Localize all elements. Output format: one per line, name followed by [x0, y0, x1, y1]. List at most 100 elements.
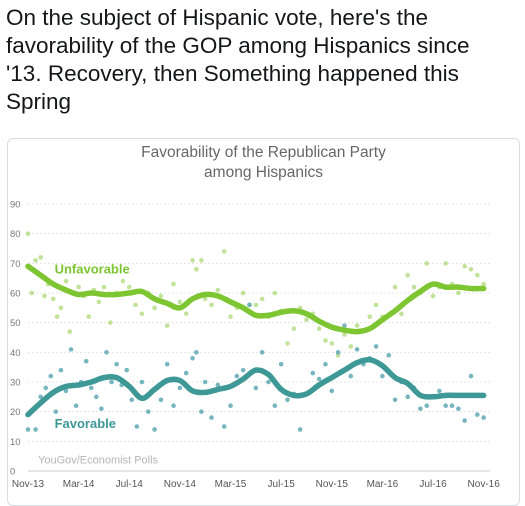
data-point — [380, 373, 385, 379]
data-point — [240, 290, 246, 296]
x-tick-label: Mar-15 — [215, 479, 247, 490]
chart-plot: 0 10 20 30 40 50 60 70 80 90 Nov-13 Mar-14 Jul-14 Nov… — [10, 200, 500, 491]
data-point — [367, 314, 373, 320]
y-tick-label: 90 — [10, 200, 21, 211]
data-point — [449, 403, 455, 409]
data-point — [221, 249, 227, 254]
data-point — [68, 347, 74, 352]
data-point — [221, 424, 227, 429]
data-point — [430, 293, 436, 299]
chart-image[interactable]: Favorability of the Republican Party amo… — [7, 138, 520, 506]
data-point — [405, 272, 411, 278]
data-point — [266, 379, 271, 385]
data-point — [342, 332, 347, 337]
data-point — [348, 373, 354, 379]
series-label: Unfavorable — [55, 262, 130, 277]
data-point — [285, 341, 290, 346]
data-point — [259, 350, 265, 355]
x-tick-label: Nov-14 — [164, 479, 197, 490]
data-point — [139, 379, 145, 385]
data-point — [199, 258, 204, 263]
data-point — [158, 397, 164, 403]
data-point — [177, 299, 183, 305]
data-point — [199, 409, 204, 414]
data-point — [158, 293, 164, 299]
data-point — [202, 296, 208, 302]
data-point — [228, 314, 233, 320]
tweet-line: '13. Recovery, then Something happened t… — [6, 61, 459, 86]
data-point — [215, 287, 221, 293]
data-point — [456, 406, 461, 412]
data-point — [234, 373, 240, 379]
data-point — [43, 385, 49, 391]
y-tick-label: 40 — [10, 348, 21, 359]
data-point — [304, 317, 309, 322]
data-point — [209, 302, 214, 308]
data-point — [38, 394, 43, 400]
data-point — [228, 403, 233, 409]
data-point — [109, 379, 114, 385]
data-point — [152, 305, 157, 311]
data-point — [104, 350, 109, 355]
data-point — [424, 261, 430, 266]
data-point — [38, 255, 43, 260]
chart-title: Favorability of the Republican Party amo… — [8, 143, 519, 183]
data-point — [405, 394, 411, 400]
tweet-line: Spring — [6, 89, 72, 114]
y-tick-label: 0 — [10, 467, 15, 478]
data-point — [323, 338, 328, 343]
data-point — [215, 382, 221, 388]
data-point — [253, 302, 259, 308]
data-point — [278, 361, 284, 367]
data-point — [190, 355, 195, 361]
data-point — [96, 299, 102, 305]
data-point — [190, 258, 195, 263]
data-point — [418, 406, 423, 412]
data-point — [297, 427, 303, 432]
data-point — [291, 326, 297, 331]
data-point — [462, 264, 467, 269]
data-point — [177, 385, 183, 391]
data-point — [194, 266, 199, 272]
data-point — [126, 284, 132, 290]
data-point — [373, 344, 379, 349]
data-point — [411, 284, 417, 290]
data-point — [114, 361, 119, 367]
tweet-line: favorability of the GOP among Hispanics … — [6, 33, 470, 58]
data-point — [392, 397, 398, 403]
x-tick-label: Mar-14 — [63, 479, 95, 490]
data-point — [272, 403, 278, 409]
y-tick-label: 30 — [10, 378, 21, 389]
data-point — [124, 367, 130, 373]
data-point — [424, 403, 430, 409]
data-point — [475, 412, 480, 417]
data-point — [51, 296, 56, 302]
data-point — [247, 302, 252, 308]
data-point — [456, 290, 461, 296]
data-point — [25, 427, 31, 432]
data-point — [329, 388, 335, 394]
data-point — [25, 231, 31, 236]
data-point — [323, 361, 328, 367]
data-point — [240, 367, 246, 373]
data-point — [310, 370, 316, 376]
data-point — [101, 284, 107, 290]
data-point — [354, 323, 360, 328]
y-tick-label: 20 — [10, 407, 21, 418]
data-point — [399, 311, 404, 317]
data-point — [194, 350, 199, 355]
data-point — [316, 326, 322, 331]
data-point — [392, 284, 398, 290]
y-tick-label: 60 — [10, 289, 21, 300]
data-point — [443, 261, 448, 266]
data-point — [171, 281, 176, 287]
x-tick-label: Jul-14 — [116, 479, 144, 490]
x-tick-label: Mar-16 — [367, 479, 399, 490]
data-point — [354, 347, 360, 352]
data-point — [183, 370, 189, 376]
data-point — [481, 415, 486, 420]
x-tick-label: Nov-15 — [316, 479, 349, 490]
tweet-text: On the subject of Hispanic vote, here's … — [6, 4, 518, 116]
data-point — [152, 427, 157, 432]
data-point — [285, 397, 290, 403]
